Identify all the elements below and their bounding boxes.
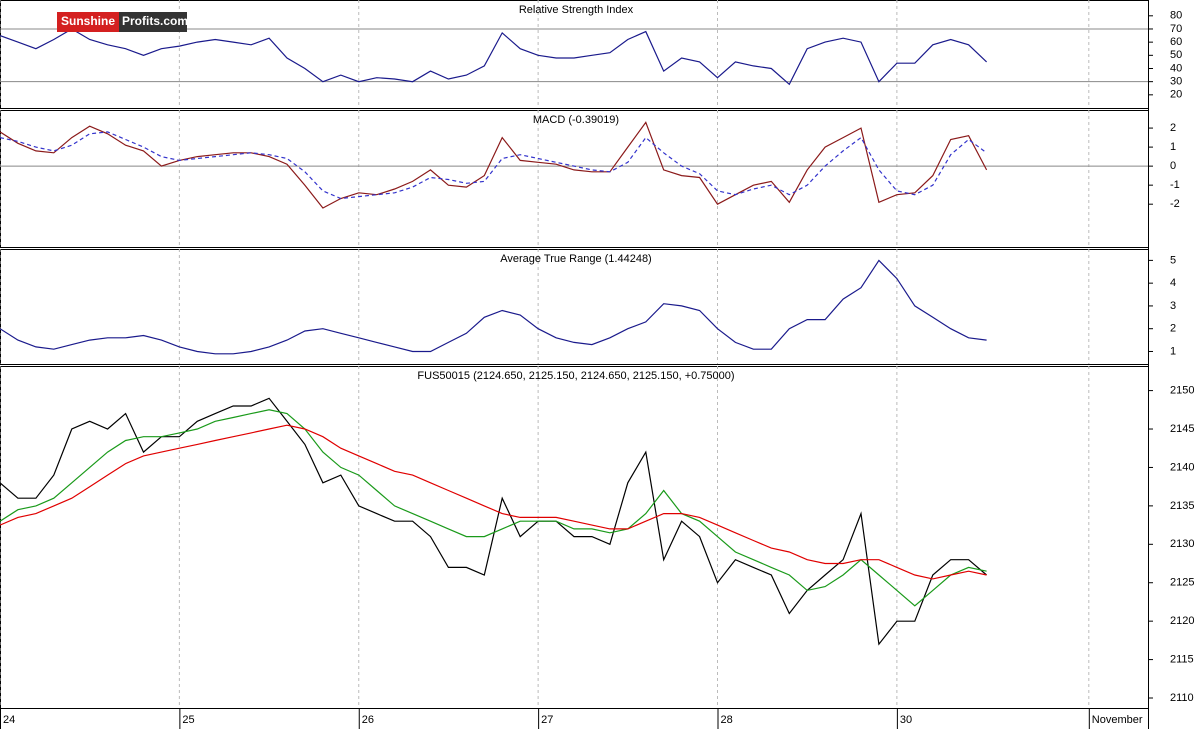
y-tick-label: -2 <box>1170 198 1180 210</box>
y-tick-label: 4 <box>1170 277 1176 289</box>
logo: Sunshine Profits.com <box>57 12 188 32</box>
panel-title: FUS50015 (2124.650, 2125.150, 2124.650, … <box>417 370 734 382</box>
x-tick-label: 26 <box>362 714 374 726</box>
y-tick-label: 2135 <box>1170 500 1194 512</box>
y-tick-label: 3 <box>1170 300 1176 312</box>
series-line <box>0 397 987 646</box>
y-tick-label: 2110 <box>1170 692 1194 704</box>
y-tick-label: 2 <box>1170 122 1176 134</box>
y-tick-label: 2120 <box>1170 615 1194 627</box>
series-line <box>0 259 987 355</box>
logo-text: Profits.com <box>122 14 188 28</box>
y-tick-label: 50 <box>1170 49 1182 61</box>
x-tick-label: 30 <box>900 714 912 726</box>
y-tick-label: 1 <box>1170 141 1176 153</box>
series-line <box>0 424 987 580</box>
series-line <box>0 28 988 86</box>
y-tick-label: 2130 <box>1170 538 1194 550</box>
series-line <box>0 131 987 200</box>
y-tick-label: 2140 <box>1170 461 1194 473</box>
x-tick-label: 28 <box>721 714 733 726</box>
y-tick-label: 40 <box>1170 62 1182 74</box>
x-tick-label: November <box>1092 714 1143 726</box>
y-tick-label: 2115 <box>1170 653 1194 665</box>
y-tick-label: 20 <box>1170 89 1182 101</box>
logo-right <box>119 12 187 32</box>
y-tick-label: 80 <box>1170 10 1182 22</box>
logo-left <box>57 12 119 32</box>
y-tick-label: 2 <box>1170 323 1176 335</box>
y-tick-label: 5 <box>1170 254 1176 266</box>
y-tick-label: 0 <box>1170 160 1176 172</box>
panel-title: MACD (-0.39019) <box>533 114 619 126</box>
series-line <box>0 409 987 607</box>
y-tick-label: 70 <box>1170 23 1182 35</box>
panel <box>0 249 1149 365</box>
y-tick-label: 60 <box>1170 36 1182 48</box>
y-tick-label: 2125 <box>1170 577 1194 589</box>
x-tick-label: 25 <box>182 714 194 726</box>
panel-title: Relative Strength Index <box>519 4 634 16</box>
panel-title: Average True Range (1.44248) <box>500 253 651 265</box>
y-tick-label: 2145 <box>1170 423 1194 435</box>
y-tick-label: -1 <box>1170 179 1180 191</box>
y-tick-label: 1 <box>1170 345 1176 357</box>
logo-text: Sunshine <box>61 14 115 28</box>
series-line <box>0 121 988 209</box>
y-tick-label: 2150 <box>1170 384 1194 396</box>
y-tick-label: 30 <box>1170 76 1182 88</box>
x-tick-label: 24 <box>3 714 15 726</box>
panel <box>0 366 1149 709</box>
panel <box>0 110 1149 248</box>
x-tick-label: 27 <box>541 714 553 726</box>
